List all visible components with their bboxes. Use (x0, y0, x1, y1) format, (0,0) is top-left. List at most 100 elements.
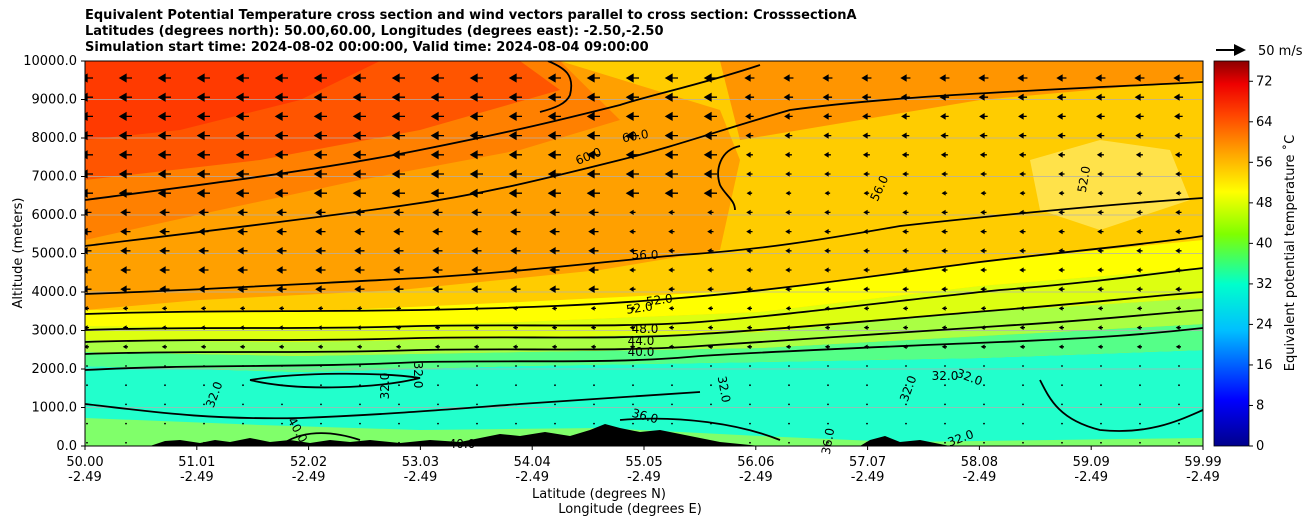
wind-arrow (664, 188, 678, 198)
wind-arrow (1136, 344, 1142, 350)
wind-arrow (983, 365, 985, 367)
wind-arrow (352, 92, 366, 102)
wind-arrow (703, 188, 717, 198)
wind-arrow (85, 188, 93, 198)
wind-arrow (1136, 228, 1143, 235)
wind-arrow (1097, 344, 1103, 350)
wind-arrow (1178, 422, 1180, 425)
wind-arrow (1017, 93, 1028, 101)
wind-arrow (1178, 441, 1180, 444)
wind-arrow (157, 130, 171, 141)
wind-arrow (547, 73, 561, 83)
wind-arrow (905, 422, 907, 425)
y-tick-label: 7000.0 (32, 170, 78, 185)
wind-arrow (746, 209, 753, 216)
x-tick-label-lat: 57.07 (849, 455, 886, 470)
wind-arrow (664, 73, 678, 83)
wind-arrow (198, 208, 209, 217)
wind-arrow (469, 111, 483, 122)
wind-arrow (239, 306, 245, 311)
wind-arrow (196, 169, 210, 179)
colorbar-label: Equivalent potential temperature ˚C (1282, 135, 1298, 371)
wind-arrow (866, 422, 868, 425)
wind-arrow (315, 208, 326, 217)
wind-arrow (235, 169, 249, 179)
x-tick-label-lat: 51.01 (178, 455, 215, 470)
wind-arrow (668, 325, 674, 330)
wind-arrow (746, 228, 753, 235)
wind-arrow (120, 246, 131, 255)
wind-arrow (1022, 441, 1024, 444)
wind-arrow (746, 344, 752, 350)
wind-arrow (625, 188, 639, 198)
wind-arrow (159, 266, 170, 274)
y-tick-label: 10000.0 (23, 54, 77, 69)
wind-arrow (980, 267, 987, 273)
wind-arrow (547, 111, 561, 122)
wind-arrow (320, 365, 322, 367)
x-tick-label-lon: -2.49 (739, 470, 773, 485)
wind-arrow (1139, 422, 1141, 425)
wind-arrow (862, 113, 871, 120)
wind-arrow (944, 441, 946, 444)
wind-arrow (707, 325, 713, 330)
wind-arrow (1100, 441, 1102, 444)
wind-arrow (547, 150, 561, 160)
wind-arrow (746, 267, 753, 273)
wind-arrow (1136, 286, 1143, 292)
wind-arrow (118, 111, 132, 122)
wind-arrow (1097, 306, 1103, 311)
wind-arrow (469, 188, 483, 198)
wind-arrow (274, 73, 288, 83)
wind-arrow (902, 286, 909, 292)
y-tick-label: 0.0 (56, 439, 77, 454)
wind-arrow (196, 111, 210, 122)
wind-arrow (554, 365, 556, 367)
wind-arrow (125, 384, 127, 387)
wind-arrow (393, 246, 404, 255)
wind-arrow (668, 344, 674, 350)
x-tick-label-lon: -2.49 (963, 470, 997, 485)
wind-arrow (749, 365, 751, 367)
wind-arrow (703, 169, 717, 179)
wind-arrow (788, 365, 790, 367)
wind-arrow (274, 169, 288, 179)
contour-44 (85, 291, 1203, 343)
wind-arrow (157, 188, 171, 198)
wind-arrow (313, 150, 327, 160)
colorbar-tick-label: 72 (1256, 74, 1273, 89)
wind-arrow (784, 113, 793, 120)
x-tick-label-lat: 50.00 (66, 455, 103, 470)
y-tick-label: 5000.0 (32, 247, 78, 262)
wind-arrow (1134, 93, 1145, 101)
wind-arrow (1135, 151, 1143, 158)
wind-arrow (430, 130, 444, 141)
wind-arrow (157, 111, 171, 122)
wind-arrow (235, 92, 249, 102)
wind-arrow (157, 73, 171, 83)
wind-arrow (469, 169, 483, 179)
wind-arrow (902, 228, 909, 235)
wind-arrow (122, 306, 128, 311)
wind-arrow (118, 188, 132, 198)
terrain (150, 424, 950, 446)
wind-arrow (707, 248, 714, 254)
wind-arrow (120, 285, 131, 294)
wind-arrow (671, 384, 673, 387)
wind-arrow (983, 403, 985, 406)
contour-label: 48.0 (632, 322, 659, 336)
wind-arrow (508, 188, 522, 198)
contour-label: 40.0 (449, 437, 476, 451)
wind-arrow (432, 208, 443, 217)
x-tick-label-lon: -2.49 (851, 470, 885, 485)
wind-arrow (200, 325, 206, 330)
wind-arrow (1097, 228, 1104, 235)
wind-arrow (354, 227, 365, 236)
x-tick-label-lon: -2.49 (404, 470, 438, 485)
x-tick-label-lon: -2.49 (515, 470, 549, 485)
wind-arrow (118, 150, 132, 160)
wind-arrow (632, 403, 634, 406)
wind-arrow (118, 169, 132, 179)
wind-arrow (941, 248, 948, 254)
